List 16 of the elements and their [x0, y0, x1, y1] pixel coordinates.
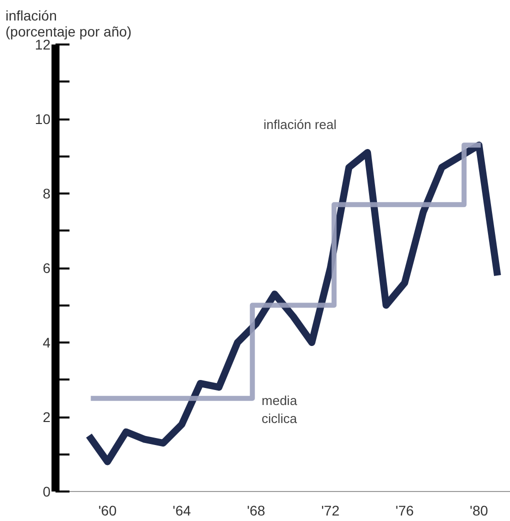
x-tick-label: '60: [98, 502, 117, 518]
x-tick-label: '64: [172, 502, 192, 518]
series-label: media ciclica: [262, 393, 298, 426]
y-tick-label: 10: [34, 111, 51, 127]
y-tick-label: 2: [42, 409, 51, 425]
x-tick-label: '68: [246, 502, 266, 518]
x-tick-label: '72: [321, 502, 340, 518]
y-axis-title: inflación (porcentaje por año): [6, 8, 132, 40]
y-tick-label: 12: [34, 36, 51, 52]
x-tick-label: '80: [470, 502, 488, 518]
x-tick-label: '76: [396, 502, 414, 518]
y-tick-label: 4: [42, 334, 51, 350]
y-tick-label: 0: [42, 484, 51, 500]
text: inflación real: [264, 117, 337, 132]
y-tick-label: 6: [42, 260, 51, 276]
y-tick-label: 8: [42, 186, 51, 202]
